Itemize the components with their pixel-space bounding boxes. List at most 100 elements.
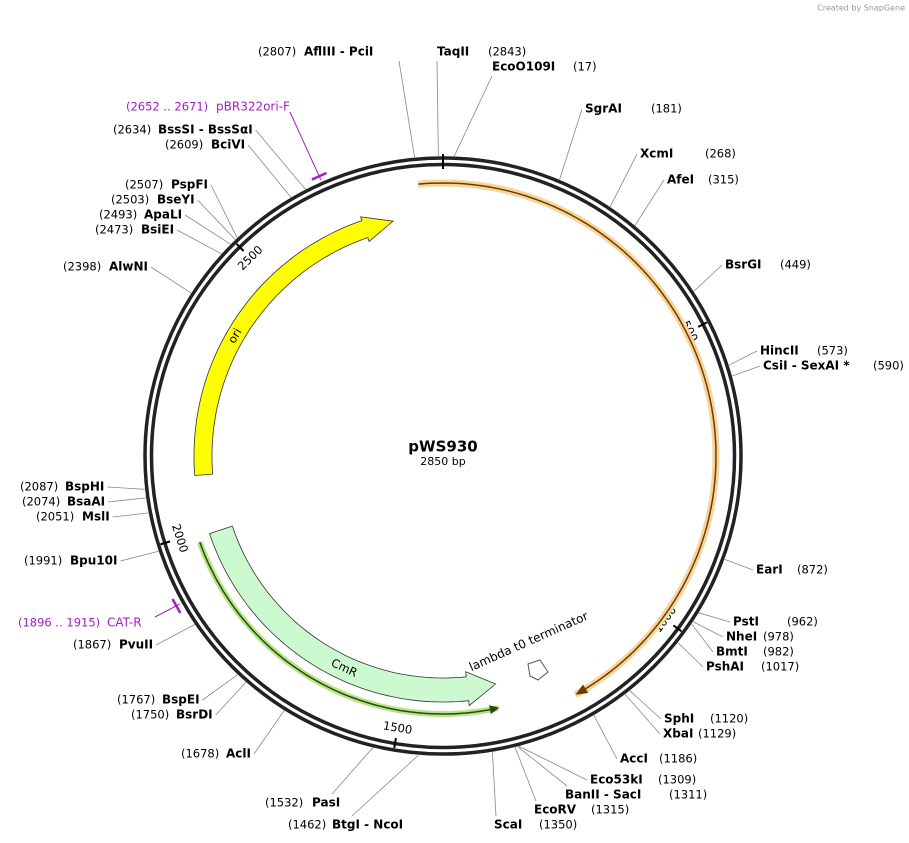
primer-mark (311, 171, 328, 181)
site-position: (1462) (288, 818, 326, 832)
site-position: (573) (817, 344, 848, 358)
site-name: EcoO109I (492, 60, 555, 74)
site-position: (2473) (95, 223, 133, 237)
site-leader (693, 264, 723, 292)
site-name: BspEI (162, 693, 200, 707)
site-position: (978) (763, 630, 794, 644)
site-name: BsrDI (176, 708, 213, 722)
site-position: (2493) (99, 208, 137, 222)
strand-line (199, 541, 493, 715)
site-name: CsiI - SexAI * (763, 359, 850, 373)
site-position: (1991) (24, 554, 62, 568)
site-leader (253, 710, 285, 755)
site-name: SphI (664, 712, 694, 726)
site-leader (593, 715, 618, 760)
site-position: (2074) (22, 495, 60, 509)
site-position: (1017) (761, 660, 799, 674)
site-leader (728, 350, 758, 366)
site-position: (1129) (698, 727, 736, 741)
site-position: (1532) (265, 796, 303, 810)
strand-head (575, 684, 589, 695)
site-position: (1315) (591, 803, 629, 817)
site-name: AflIII - PciI (304, 45, 373, 59)
site-leader (634, 179, 665, 226)
site-name: AlwNI (109, 260, 148, 274)
plasmid-length: 2850 bp (420, 455, 465, 468)
tick-mark (393, 737, 397, 749)
site-name: BciVI (211, 138, 245, 152)
site-position: (2634) (113, 123, 151, 137)
site-leader (518, 745, 588, 781)
site-position: (2807) (258, 45, 296, 59)
site-leader (514, 747, 537, 802)
credit: Created by SnapGene (817, 4, 905, 13)
site-name: BssSI - BssSαI (158, 123, 253, 137)
site-position: (590) (873, 359, 904, 373)
site-position: (1311) (669, 788, 707, 802)
site-position: (982) (763, 645, 794, 659)
site-leader (331, 747, 374, 795)
site-leader (609, 153, 638, 208)
site-leader (197, 199, 236, 240)
site-leader (629, 690, 662, 720)
site-position: (1750) (131, 708, 169, 722)
site-position: (962) (787, 615, 818, 629)
tick-label: 2000 (169, 522, 191, 554)
site-name: PshAI (706, 660, 744, 674)
site-name: AclI (226, 747, 251, 761)
site-position: (1186) (659, 752, 697, 766)
site-leader (491, 751, 497, 817)
site-name: BsiEI (141, 223, 174, 237)
site-position: (1309) (658, 773, 696, 787)
site-leader (155, 624, 195, 646)
site-leader (210, 184, 238, 238)
site-name: AccI (620, 752, 648, 766)
site-position: (2843) (488, 45, 526, 59)
site-leader (398, 60, 415, 158)
site-leader (202, 674, 238, 701)
site-leader (120, 550, 159, 562)
primer-mark (171, 598, 182, 614)
site-name: NheI (726, 630, 757, 644)
site-name: PvuII (119, 638, 153, 652)
site-leader (677, 642, 704, 668)
site-name: TaqII (437, 45, 469, 59)
primer-name: CAT-R (107, 616, 142, 630)
feature-label: ori (225, 326, 245, 346)
site-name: PspFI (171, 178, 208, 192)
site-name: SgrAI (585, 102, 622, 116)
site-position: (2609) (165, 138, 203, 152)
site-position: (1767) (117, 693, 155, 707)
site-position: (181) (651, 102, 682, 116)
feature-cmr (209, 525, 497, 707)
site-leader (247, 144, 292, 198)
tick-mark (697, 321, 708, 328)
tick-mark (160, 540, 171, 546)
site-position: (315) (708, 173, 739, 187)
site-leader (176, 229, 222, 255)
site-name: ScaI (494, 818, 522, 832)
site-name: PasI (312, 796, 340, 810)
strand-line (418, 182, 717, 692)
site-position: (1867) (73, 638, 111, 652)
site-name: XcmI (640, 147, 673, 161)
site-leader (691, 623, 714, 653)
site-leader (731, 365, 761, 377)
site-name: ApaLI (144, 208, 182, 222)
site-position: (268) (705, 147, 736, 161)
site-position: (1678) (181, 747, 219, 761)
tick-mark (672, 624, 683, 633)
site-name: AfeI (667, 173, 694, 187)
site-name: BsrGI (725, 258, 762, 272)
primer-name: pBR322ori-F (216, 100, 290, 114)
site-leader (215, 681, 247, 716)
site-leader (150, 266, 192, 294)
site-position: (2087) (20, 480, 58, 494)
site-leader (453, 75, 493, 157)
site-name: BsaAI (67, 495, 105, 509)
site-position: (449) (780, 258, 811, 272)
site-name: MslI (82, 510, 110, 524)
site-name: BspHI (65, 480, 104, 494)
primer-leader (289, 111, 322, 181)
